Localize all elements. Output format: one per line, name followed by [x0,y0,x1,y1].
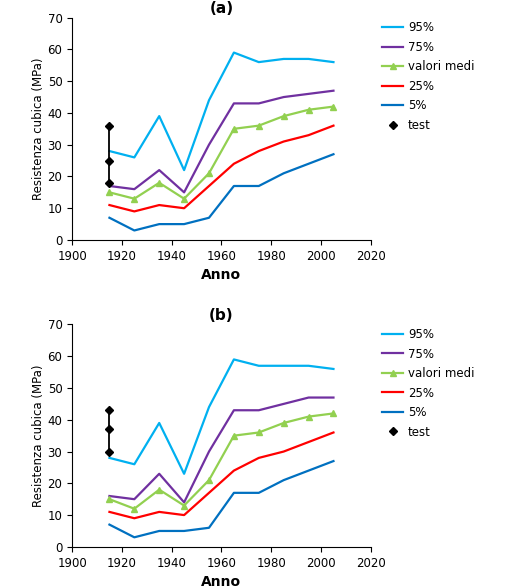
Title: (a): (a) [210,2,233,16]
Legend: 95%, 75%, valori medi, 25%, 5%, test: 95%, 75%, valori medi, 25%, 5%, test [380,19,477,134]
Y-axis label: Resistenza cubica (MPa): Resistenza cubica (MPa) [32,58,45,200]
Y-axis label: Resistenza cubica (MPa): Resistenza cubica (MPa) [32,365,45,507]
Legend: 95%, 75%, valori medi, 25%, 5%, test: 95%, 75%, valori medi, 25%, 5%, test [380,326,477,441]
X-axis label: Anno: Anno [201,268,242,282]
X-axis label: Anno: Anno [201,575,242,588]
Title: (b): (b) [209,308,234,323]
